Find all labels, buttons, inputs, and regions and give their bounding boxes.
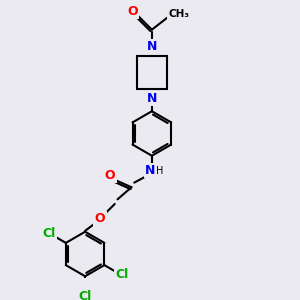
- Text: O: O: [105, 169, 116, 182]
- Text: N: N: [147, 92, 157, 105]
- Text: N: N: [145, 164, 155, 177]
- Text: N: N: [147, 40, 157, 53]
- Text: O: O: [94, 212, 105, 225]
- Text: CH₃: CH₃: [168, 9, 189, 19]
- Text: Cl: Cl: [43, 227, 56, 240]
- Text: H: H: [156, 167, 163, 176]
- Text: Cl: Cl: [79, 290, 92, 300]
- Text: O: O: [127, 4, 138, 18]
- Text: Cl: Cl: [115, 268, 128, 281]
